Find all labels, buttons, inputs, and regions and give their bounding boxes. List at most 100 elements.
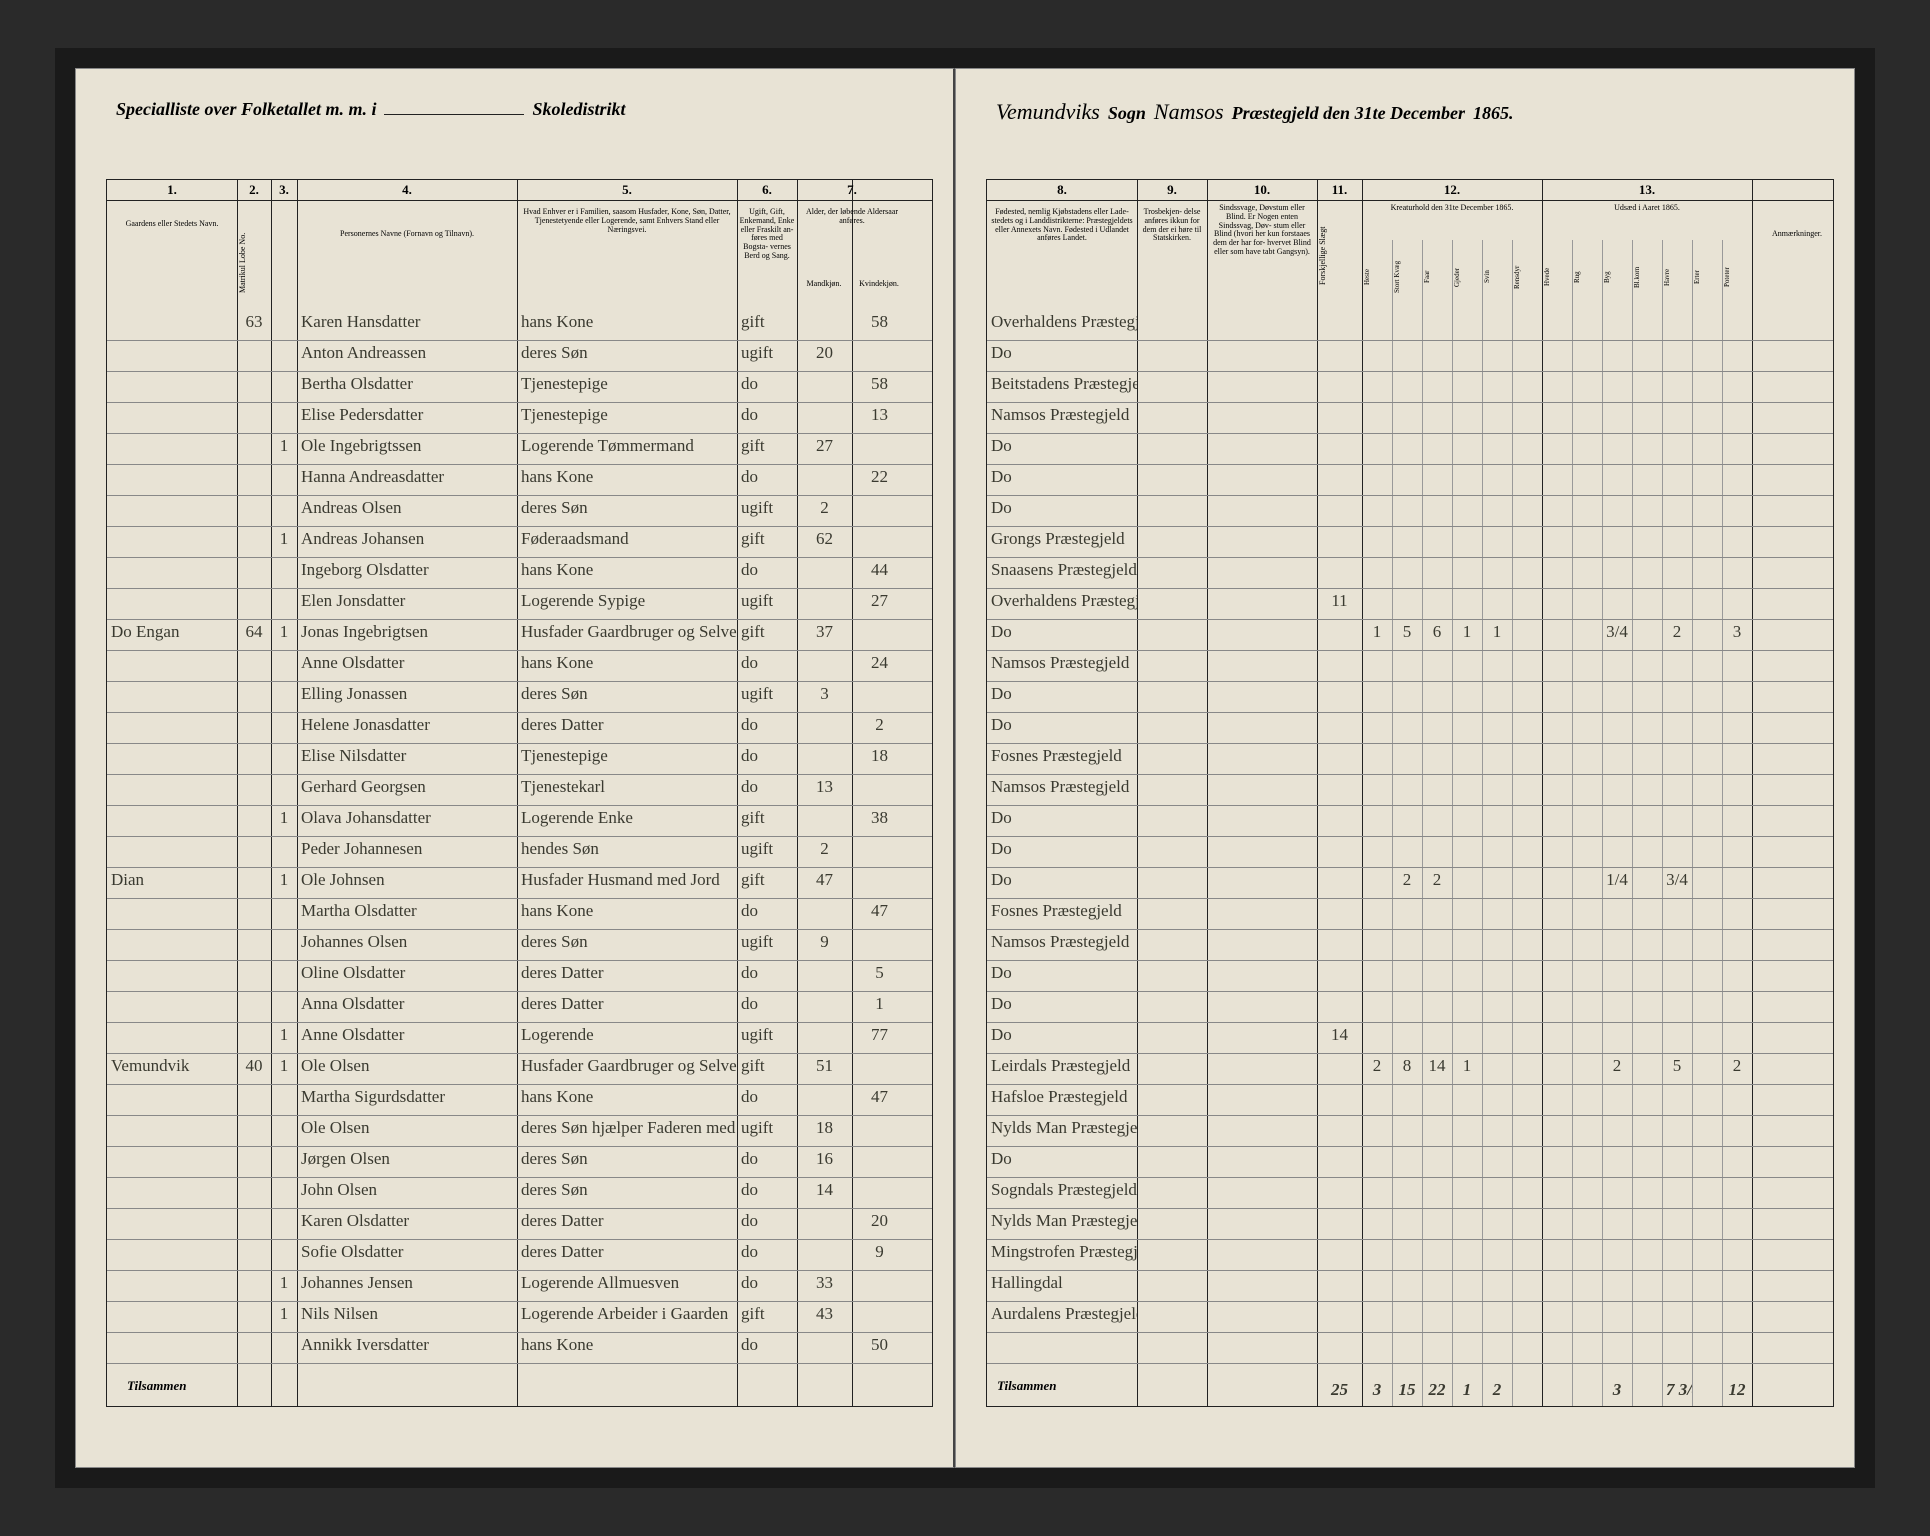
table-row: Fosnes Præstegjeld	[987, 899, 1833, 930]
sublabel-c12-0: Heste	[1364, 248, 1390, 306]
cell-c7k	[852, 496, 907, 526]
sublabel-c13-3: Bl.korn	[1634, 248, 1660, 306]
cell-c8: Do	[987, 961, 1137, 991]
table-row: Overhaldens Præstegjeld	[987, 310, 1833, 341]
cell-c4: Elen Jonsdatter	[297, 589, 517, 619]
cell-c1	[107, 372, 237, 402]
cell-c4: Ole Ingebrigtssen	[297, 434, 517, 464]
cell-c6: do	[737, 713, 797, 743]
cell-c8: Mingstrofen Præstegjeld	[987, 1240, 1137, 1270]
cell-c12-0: 2	[1362, 1054, 1392, 1084]
cell-c8: Beitstadens Præstegjeld	[987, 372, 1137, 402]
cell-c1	[107, 1085, 237, 1115]
table-row: Do	[987, 496, 1833, 527]
cell-c4: Bertha Olsdatter	[297, 372, 517, 402]
cell-c5: Tjenestepige	[517, 372, 737, 402]
cell-c7k: 77	[852, 1023, 907, 1053]
cell-c4: Martha Olsdatter	[297, 899, 517, 929]
cell-c1	[107, 1147, 237, 1177]
total-c12-2: 22	[1422, 1378, 1452, 1402]
cell-c5: Tjenestekarl	[517, 775, 737, 805]
table-row: Hanna Andreasdatterhans Konedo22	[107, 465, 932, 496]
cell-c7m	[797, 961, 852, 991]
cell-c13-4: 3/4	[1662, 868, 1692, 898]
cell-c8: Do	[987, 1147, 1137, 1177]
cell-c5: deres Søn	[517, 1147, 737, 1177]
cell-c4: Karen Olsdatter	[297, 1209, 517, 1239]
cell-c8: Grongs Præstegjeld	[987, 527, 1137, 557]
cell-c6: ugift	[737, 1116, 797, 1146]
cell-c6: do	[737, 465, 797, 495]
collabel-10: Sindssvage, Døvstum eller Blind. Er Noge…	[1209, 204, 1315, 257]
cell-c1	[107, 1271, 237, 1301]
cell-c2	[237, 930, 271, 960]
table-row: Dian1Ole JohnsenHusfader Husmand med Jor…	[107, 868, 932, 899]
table-row: Annikk Iversdatterhans Konedo50	[107, 1333, 932, 1364]
cell-c1	[107, 992, 237, 1022]
cell-c13-6: 3	[1722, 620, 1752, 650]
cell-c2	[237, 1085, 271, 1115]
cell-c7k	[852, 775, 907, 805]
cell-c7m	[797, 1209, 852, 1239]
cell-c4: Elise Nilsdatter	[297, 744, 517, 774]
cell-c4: Olava Johansdatter	[297, 806, 517, 836]
cell-c4: John Olsen	[297, 1178, 517, 1208]
cell-c13-2: 3/4	[1602, 620, 1632, 650]
cell-c3	[271, 744, 297, 774]
table-row: Do14	[987, 1023, 1833, 1054]
cell-c5: hans Kone	[517, 465, 737, 495]
cell-c3: 1	[271, 1054, 297, 1084]
cell-c7m	[797, 899, 852, 929]
cell-c7k	[852, 682, 907, 712]
table-row: Helene Jonasdatterderes Datterdo2	[107, 713, 932, 744]
cell-c7k	[852, 620, 907, 650]
cell-c3: 1	[271, 1023, 297, 1053]
cell-c8: Hafsloe Præstegjeld	[987, 1085, 1137, 1115]
total-c12-1: 15	[1392, 1378, 1422, 1402]
cell-c8: Sogndals Præstegjeld	[987, 1178, 1137, 1208]
cell-c7k	[852, 1271, 907, 1301]
table-row: 1Ole IngebrigtssenLogerende Tømmermandgi…	[107, 434, 932, 465]
cell-c6: gift	[737, 620, 797, 650]
cell-c8: Do	[987, 682, 1137, 712]
left-page: Specialliste over Folketallet m. m. i Sk…	[75, 68, 955, 1468]
cell-c7m: 9	[797, 930, 852, 960]
cell-c2: 64	[237, 620, 271, 650]
total-c13-4: 7 3/4	[1662, 1378, 1692, 1402]
cell-c3: 1	[271, 1271, 297, 1301]
cell-c8: Hallingdal	[987, 1271, 1137, 1301]
sublabel-c12-2: Faar	[1424, 248, 1450, 306]
cell-c5: deres Søn	[517, 1178, 737, 1208]
cell-c2	[237, 713, 271, 743]
cell-c1	[107, 744, 237, 774]
table-row: Do	[987, 961, 1833, 992]
cell-c5: Husfader Husmand med Jord	[517, 868, 737, 898]
left-table: 1. 2. 3. 4. 5. 6. 7. Gaardens eller Sted…	[106, 179, 933, 1407]
cell-c6: do	[737, 899, 797, 929]
cell-c8: Namsos Præstegjeld	[987, 930, 1137, 960]
cell-c7m	[797, 1333, 852, 1363]
table-row: Hallingdal	[987, 1271, 1833, 1302]
table-row: Elise PedersdatterTjenestepigedo13	[107, 403, 932, 434]
cell-c1	[107, 1333, 237, 1363]
cell-c4: Nils Nilsen	[297, 1302, 517, 1332]
cell-c6: gift	[737, 806, 797, 836]
collabel-2a: Matrikul Lobe No.	[239, 220, 269, 305]
cell-c5: Logerende	[517, 1023, 737, 1053]
table-row: Namsos Præstegjeld	[987, 403, 1833, 434]
cell-c4: Oline Olsdatter	[297, 961, 517, 991]
cell-c7k	[852, 868, 907, 898]
cell-c5: Logerende Allmuesven	[517, 1271, 737, 1301]
cell-c13-2: 1/4	[1602, 868, 1632, 898]
cell-c1	[107, 1209, 237, 1239]
table-row	[987, 1333, 1833, 1364]
table-row: Do	[987, 992, 1833, 1023]
table-row: Nylds Man Præstegjeld	[987, 1116, 1833, 1147]
table-row: Elise NilsdatterTjenestepigedo18	[107, 744, 932, 775]
cell-c7m: 18	[797, 1116, 852, 1146]
page-header-right: Vemundviks Sogn Namsos Præstegjeld den 3…	[996, 99, 1814, 139]
cell-c8: Fosnes Præstegjeld	[987, 744, 1137, 774]
cell-c3	[271, 465, 297, 495]
cell-c4: Elise Pedersdatter	[297, 403, 517, 433]
footer-tilsammen: Tilsammen	[127, 1378, 186, 1393]
